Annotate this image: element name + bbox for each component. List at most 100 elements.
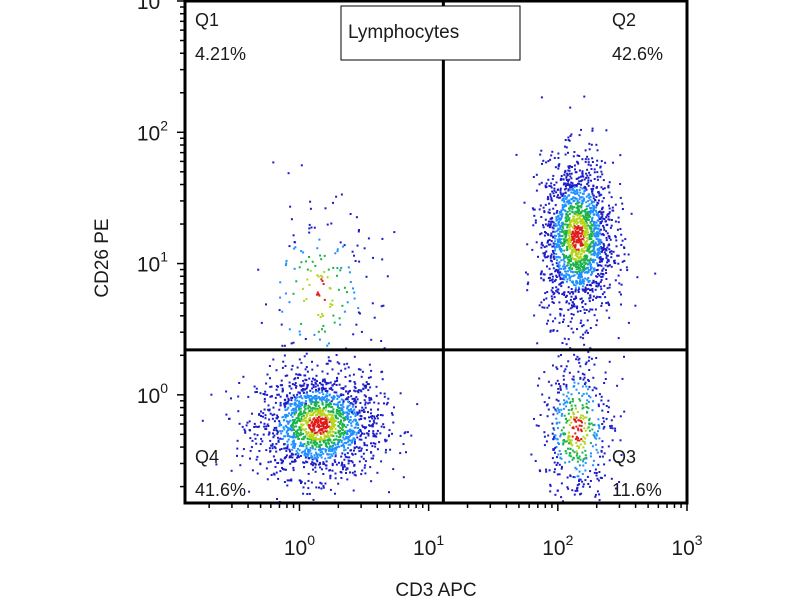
event-dot bbox=[582, 464, 585, 467]
event-dot bbox=[578, 287, 581, 290]
event-dot bbox=[327, 431, 330, 434]
event-dot bbox=[291, 440, 294, 443]
event-dot bbox=[572, 263, 575, 266]
event-dot bbox=[559, 453, 562, 455]
event-dot bbox=[568, 234, 571, 237]
event-dot bbox=[568, 209, 571, 212]
event-dot bbox=[555, 409, 558, 412]
event-dot bbox=[593, 246, 595, 249]
event-dot bbox=[353, 431, 356, 434]
event-dot bbox=[568, 222, 571, 225]
event-dot bbox=[369, 376, 372, 379]
event-dot bbox=[585, 176, 588, 179]
event-dot bbox=[269, 385, 272, 388]
event-dot bbox=[288, 448, 291, 451]
event-dot bbox=[548, 202, 551, 205]
event-dot bbox=[567, 244, 570, 247]
event-dot bbox=[569, 307, 572, 310]
event-dot bbox=[373, 421, 376, 424]
event-dot bbox=[570, 177, 573, 180]
event-dot bbox=[302, 438, 305, 441]
event-dot bbox=[599, 280, 602, 283]
event-dot bbox=[561, 208, 564, 211]
event-dot bbox=[560, 496, 563, 499]
event-dot bbox=[580, 214, 583, 217]
event-dot bbox=[586, 168, 589, 171]
event-dot bbox=[588, 417, 591, 420]
event-dot bbox=[311, 447, 314, 450]
event-dot bbox=[292, 292, 295, 295]
event-dot bbox=[600, 288, 603, 291]
event-dot bbox=[572, 411, 575, 414]
event-dot bbox=[343, 432, 346, 435]
event-dot bbox=[312, 384, 315, 386]
event-dot bbox=[610, 196, 613, 199]
event-dot bbox=[592, 209, 595, 212]
event-dot bbox=[601, 207, 604, 210]
event-dot bbox=[572, 331, 575, 334]
event-dot bbox=[340, 441, 343, 443]
event-dot bbox=[320, 274, 323, 277]
event-dot bbox=[565, 213, 568, 216]
event-dot bbox=[324, 430, 327, 433]
event-dot bbox=[604, 253, 607, 256]
event-dot bbox=[317, 390, 319, 393]
event-dot bbox=[360, 415, 363, 418]
event-dot bbox=[263, 398, 266, 400]
event-dot bbox=[581, 262, 584, 265]
event-dot bbox=[577, 419, 580, 422]
event-dot bbox=[300, 428, 303, 431]
event-dot bbox=[236, 447, 239, 450]
event-dot bbox=[311, 430, 314, 433]
event-dot bbox=[568, 268, 571, 271]
event-dot bbox=[563, 242, 566, 244]
event-dot bbox=[569, 223, 572, 226]
event-dot bbox=[293, 403, 296, 406]
event-dot bbox=[342, 466, 344, 469]
event-dot bbox=[330, 433, 333, 436]
event-dot bbox=[278, 422, 281, 424]
event-dot bbox=[272, 436, 275, 439]
event-dot bbox=[572, 476, 575, 478]
event-dot bbox=[270, 395, 273, 398]
event-dot bbox=[581, 473, 584, 475]
event-dot bbox=[358, 409, 361, 412]
event-dot bbox=[285, 262, 288, 265]
event-dot bbox=[342, 433, 345, 436]
event-dot bbox=[579, 191, 582, 194]
event-dot bbox=[571, 236, 574, 239]
event-dot bbox=[578, 189, 581, 192]
event-dot bbox=[325, 419, 328, 422]
event-dot bbox=[558, 221, 560, 223]
event-dot bbox=[590, 228, 593, 230]
event-dot bbox=[581, 394, 584, 397]
event-dot bbox=[614, 235, 617, 238]
event-dot bbox=[575, 248, 578, 251]
event-dot bbox=[334, 472, 337, 475]
event-dot bbox=[579, 267, 582, 270]
event-dot bbox=[540, 270, 543, 273]
event-dot bbox=[579, 365, 582, 368]
event-dot bbox=[336, 446, 339, 449]
event-dot bbox=[322, 324, 325, 327]
event-dot bbox=[305, 260, 308, 263]
event-dot bbox=[576, 211, 578, 214]
event-dot bbox=[580, 281, 583, 284]
event-dot bbox=[330, 387, 332, 390]
event-dot bbox=[546, 233, 549, 236]
event-dot bbox=[564, 461, 567, 464]
event-dot bbox=[260, 410, 262, 413]
event-dot bbox=[584, 218, 587, 221]
event-dot bbox=[592, 376, 595, 379]
event-dot bbox=[339, 427, 342, 429]
event-dot bbox=[294, 445, 296, 448]
event-dot bbox=[573, 215, 576, 218]
event-dot bbox=[596, 175, 599, 178]
event-dot bbox=[598, 243, 601, 246]
event-dot bbox=[588, 297, 591, 300]
event-dot bbox=[325, 406, 328, 409]
event-dot bbox=[581, 174, 584, 177]
event-dot bbox=[311, 360, 313, 363]
event-dot bbox=[390, 412, 393, 415]
event-dot bbox=[597, 216, 600, 219]
